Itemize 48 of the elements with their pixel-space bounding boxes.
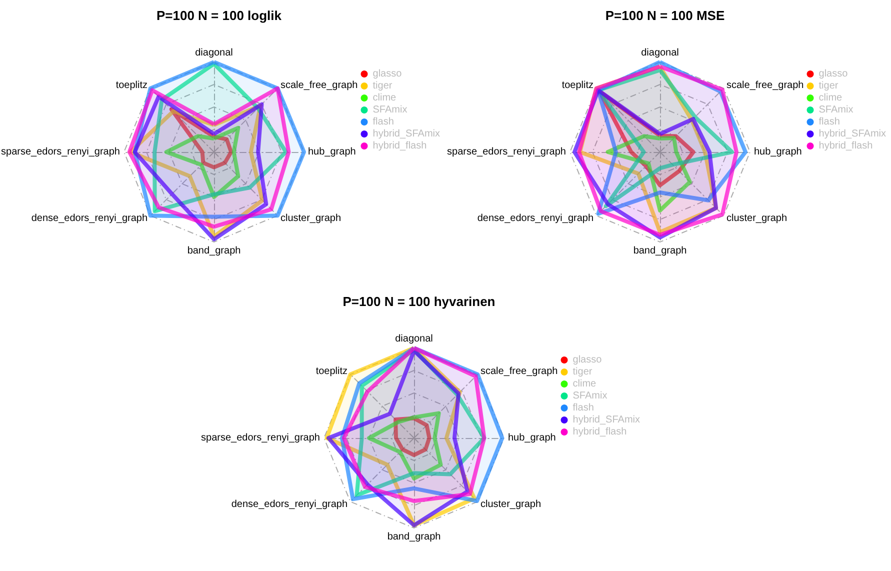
spoke-label: cluster_graph — [726, 212, 788, 224]
legend-label: hybrid_SFAmix — [818, 128, 886, 140]
legend-label: SFAmix — [818, 104, 854, 116]
spoke-label: toeplitz — [316, 366, 348, 378]
spoke-label: toeplitz — [562, 80, 594, 92]
spoke-label: cluster_graph — [480, 498, 542, 510]
spoke-label: hub_graph — [308, 146, 356, 158]
legend-label: tiger — [818, 80, 839, 92]
legend-label: clime — [372, 92, 397, 104]
chart-title: P=100 N = 100 loglik — [156, 8, 282, 23]
spoke-label: hub_graph — [508, 432, 556, 444]
legend-label: tiger — [372, 80, 393, 92]
spoke-label: hub_graph — [754, 146, 802, 158]
legend-label: hybrid_SFAmix — [572, 414, 640, 426]
legend-label: hybrid_SFAmix — [372, 128, 440, 140]
legend-label: tiger — [572, 366, 593, 378]
legend-label: glasso — [572, 354, 602, 366]
spoke-label: toeplitz — [116, 80, 148, 92]
legend-label: hybrid_flash — [372, 140, 427, 152]
spoke-label: band_graph — [187, 246, 241, 256]
legend-label: glasso — [818, 68, 848, 80]
spoke-label: band_graph — [387, 532, 441, 542]
legend-label: clime — [818, 92, 843, 104]
chart-title: P=100 N = 100 MSE — [605, 8, 725, 23]
spoke-label: dense_edors_renyi_graph — [31, 212, 148, 224]
spoke-label: scale_free_graph — [280, 80, 358, 92]
legend-label: hybrid_flash — [818, 140, 873, 152]
legend-label: hybrid_flash — [572, 426, 627, 438]
spoke-label: sparse_edors_renyi_graph — [1, 146, 120, 158]
spoke-label: dense_edors_renyi_graph — [231, 498, 348, 510]
legend-label: flash — [372, 116, 394, 128]
spoke-label: sparse_edors_renyi_graph — [447, 146, 566, 158]
spoke-label: dense_edors_renyi_graph — [477, 212, 594, 224]
legend-label: flash — [818, 116, 840, 128]
spoke-label: sparse_edors_renyi_graph — [201, 432, 320, 444]
legend-label: clime — [572, 378, 597, 390]
spoke-label: diagonal — [395, 334, 433, 344]
spoke-label: cluster_graph — [280, 212, 342, 224]
spoke-label: band_graph — [633, 246, 687, 256]
spoke-label: diagonal — [641, 48, 679, 58]
spoke-label: scale_free_graph — [726, 80, 804, 92]
legend-label: SFAmix — [572, 390, 608, 402]
chart-title: P=100 N = 100 hyvarinen — [342, 294, 496, 309]
spoke-label: scale_free_graph — [480, 366, 558, 378]
legend-label: SFAmix — [372, 104, 408, 116]
legend-label: flash — [572, 402, 594, 414]
spoke-label: diagonal — [195, 48, 233, 58]
legend-label: glasso — [372, 68, 402, 80]
